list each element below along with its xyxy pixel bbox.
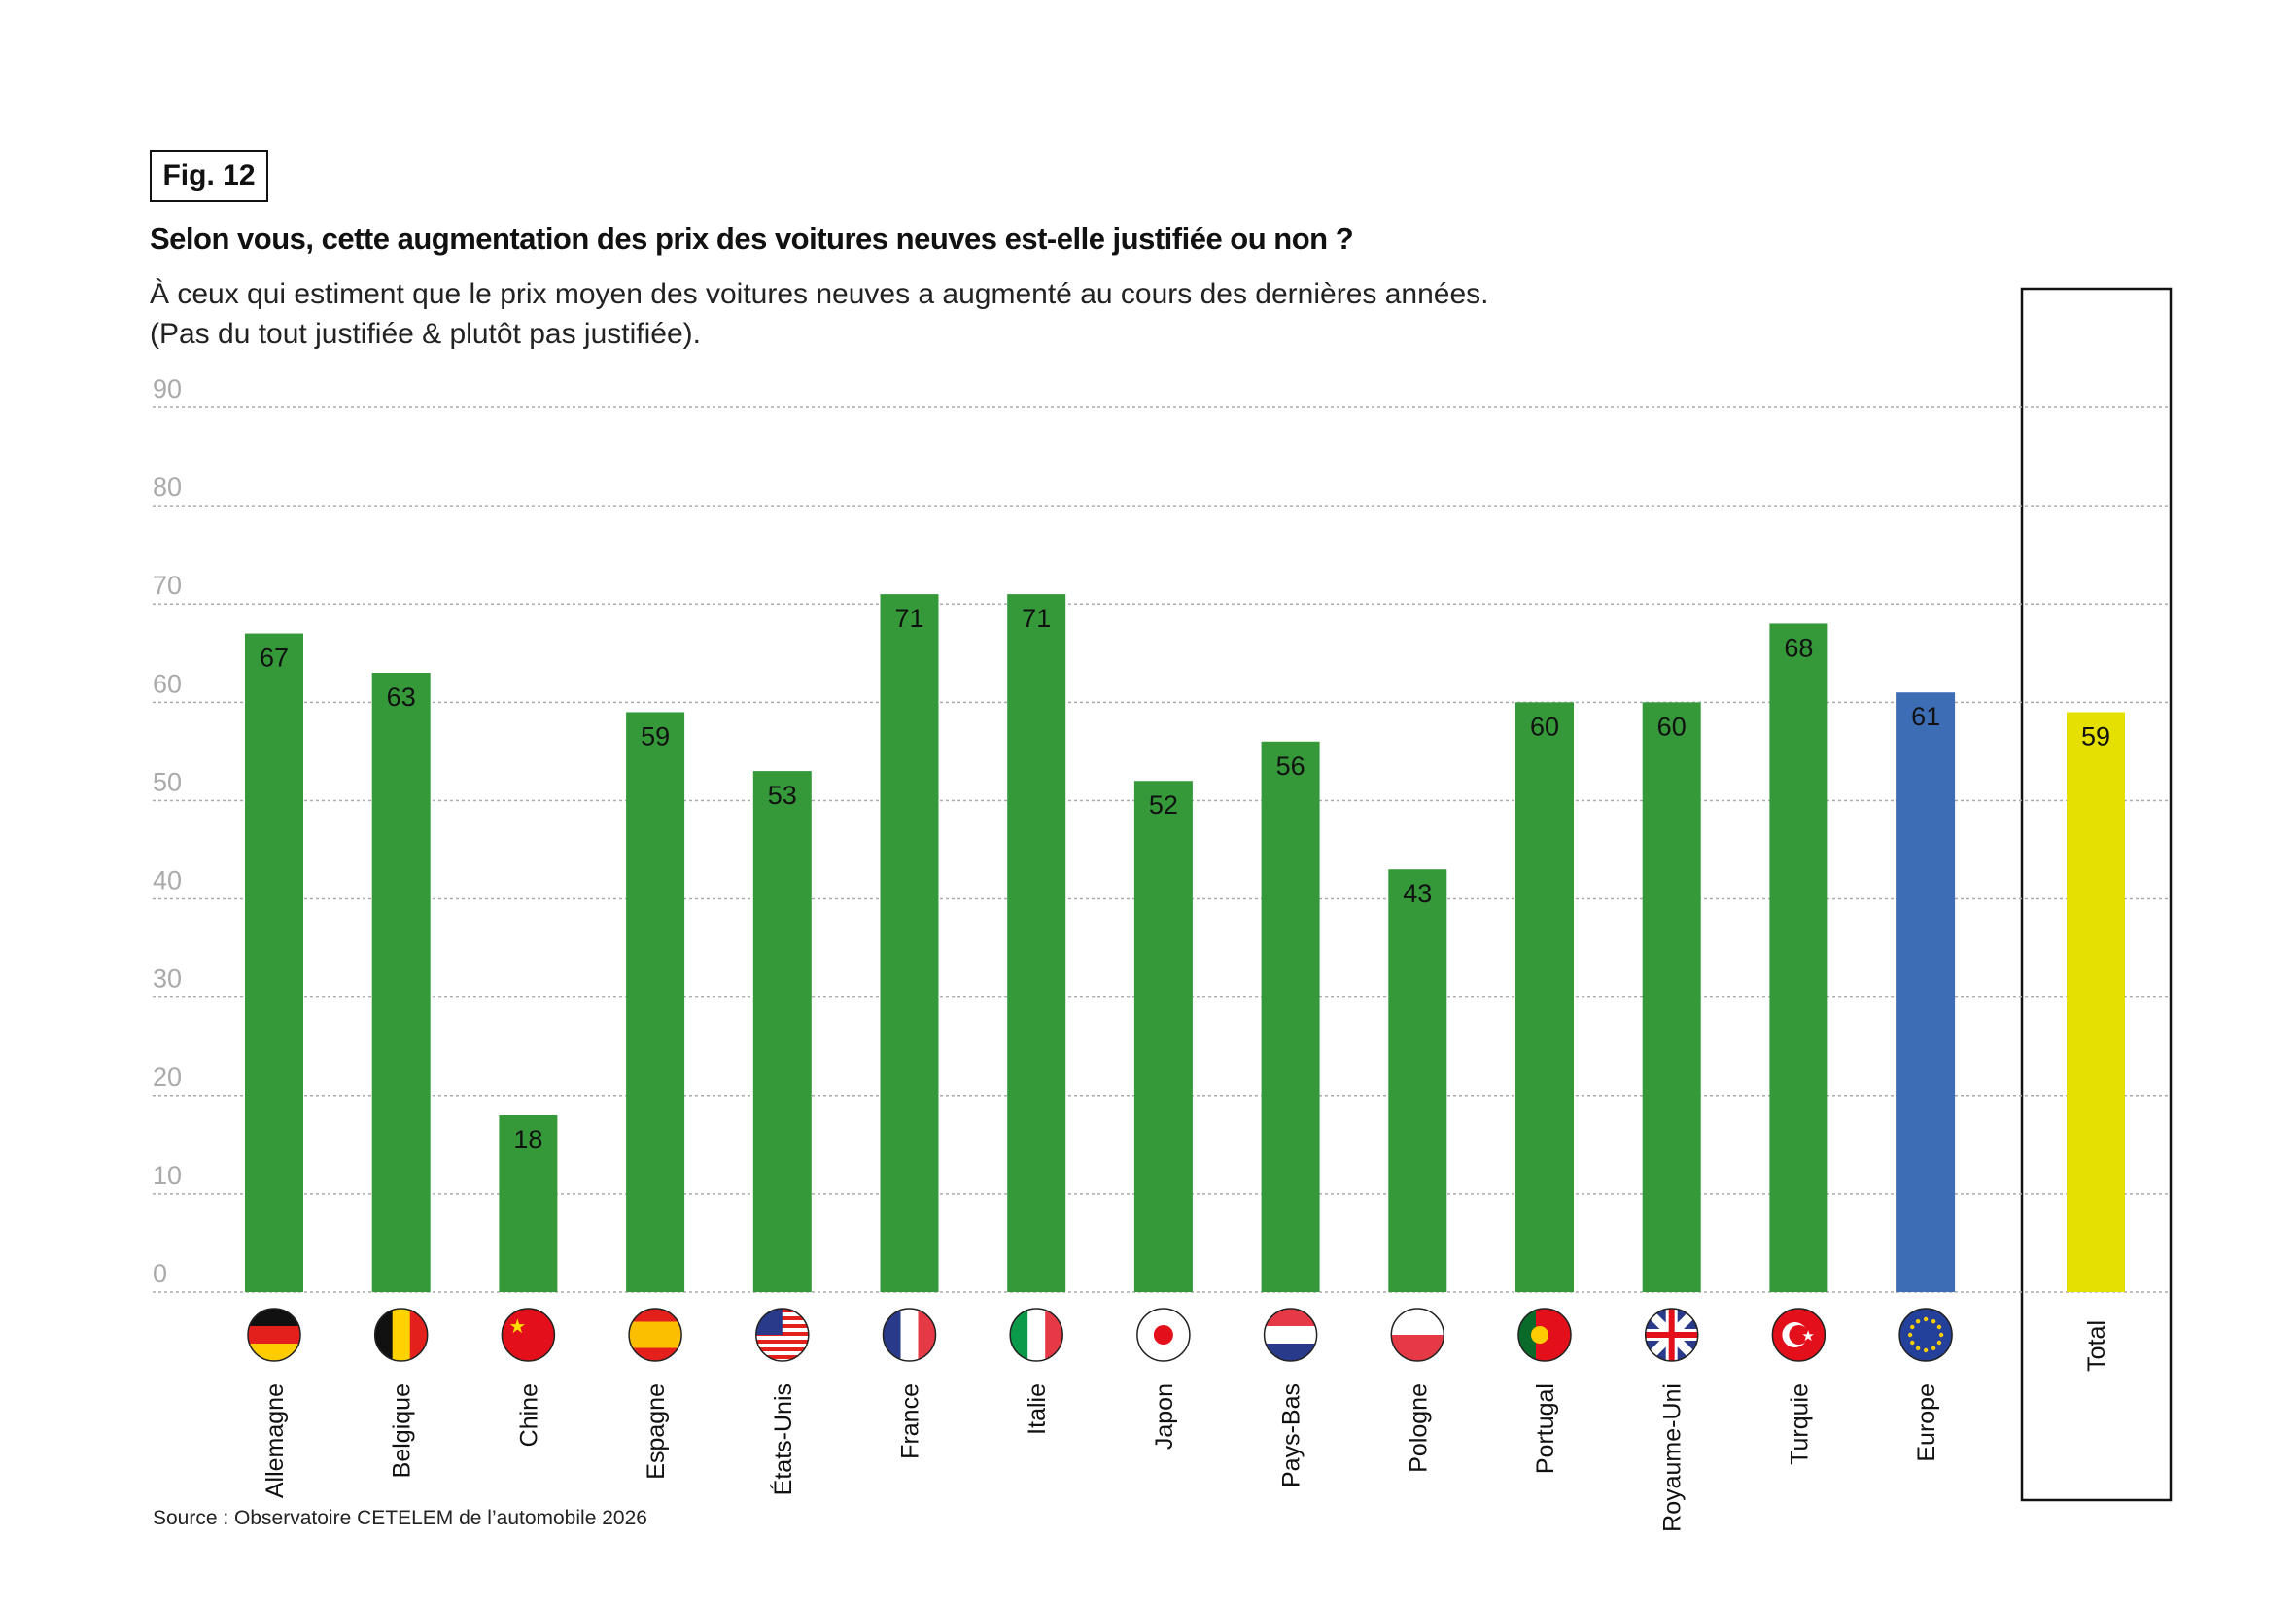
subtitle-line-1: À ceux qui estiment que le prix moyen de…: [150, 278, 1489, 310]
data-label: 18: [513, 1125, 542, 1154]
y-tick-label: 40: [153, 866, 182, 895]
de-flag-icon: [248, 1309, 300, 1361]
data-label: 43: [1403, 879, 1432, 908]
source-note: Source : Observatoire CETELEM de l’autom…: [153, 1507, 647, 1529]
bar-france: [880, 594, 939, 1292]
data-label: 56: [1276, 752, 1305, 781]
data-label: 60: [1530, 712, 1559, 741]
bar-italie: [1007, 594, 1066, 1292]
flag-outline: [373, 1308, 429, 1362]
pt-flag-icon: [1518, 1309, 1571, 1361]
bar-portugal: [1515, 702, 1574, 1292]
y-tick-label: 0: [153, 1259, 167, 1288]
cn-flag-icon: ★: [502, 1309, 555, 1361]
svg-text:★: ★: [508, 1316, 526, 1338]
total-box: [2020, 287, 2173, 1502]
bar-total: [2067, 712, 2125, 1292]
category-label: Italie: [1024, 1383, 1051, 1435]
bar-royaume-uni: [1642, 702, 1701, 1292]
it-flag-icon: [1010, 1309, 1063, 1361]
y-tick-label: 80: [153, 472, 182, 502]
data-label: 68: [1784, 633, 1813, 662]
category-label: Pologne: [1405, 1383, 1432, 1473]
category-label: Chine: [515, 1383, 542, 1447]
category-label: France: [897, 1383, 924, 1459]
bar-pologne: [1388, 869, 1447, 1292]
chart-subtitle: À ceux qui estiment que le prix moyen de…: [150, 274, 1488, 354]
category-label: Espagne: [643, 1383, 670, 1480]
bar-allemagne: [245, 633, 303, 1292]
be-flag-icon: [374, 1309, 428, 1361]
data-label: 60: [1657, 712, 1687, 741]
bar-japon: [1133, 781, 1193, 1292]
flag-outline: [755, 1308, 810, 1362]
fr-flag-icon: [883, 1309, 936, 1361]
category-label: Pays-Bas: [1278, 1383, 1305, 1487]
category-label: Japon: [1151, 1383, 1178, 1450]
category-label: États-Unis: [769, 1383, 797, 1495]
gb-flag-icon: [1645, 1309, 1698, 1361]
category-label: Portugal: [1532, 1383, 1559, 1474]
category-label: Belgique: [389, 1383, 416, 1478]
bar-belgique: [371, 673, 431, 1292]
y-tick-label: 10: [153, 1161, 182, 1190]
flag-outline: [882, 1308, 937, 1362]
bar-états-unis: [752, 771, 812, 1292]
y-tick-label: 60: [153, 669, 182, 698]
bar-espagne: [626, 712, 685, 1292]
data-label: 59: [2081, 721, 2110, 751]
flag-outline: [1263, 1308, 1318, 1362]
y-tick-label: 70: [153, 571, 182, 600]
flag-outline: [501, 1308, 556, 1362]
flag-outline: [1390, 1308, 1445, 1362]
bar-pays-bas: [1261, 741, 1320, 1292]
data-label: 53: [768, 781, 797, 810]
chart-title: Selon vous, cette augmentation des prix …: [150, 222, 1354, 256]
y-tick-label: 50: [153, 767, 182, 796]
tr-flag-icon: ★: [1772, 1309, 1826, 1361]
data-label: 59: [641, 721, 670, 751]
flag-outline: [1644, 1308, 1699, 1362]
category-label: Europe: [1913, 1383, 1940, 1462]
eu-flag-icon: [1899, 1309, 1953, 1361]
flag-outline: [628, 1308, 682, 1362]
data-label: 52: [1149, 790, 1178, 820]
category-label: Allemagne: [261, 1383, 289, 1498]
flag-outline: [1771, 1308, 1826, 1362]
data-label: 63: [387, 682, 416, 712]
y-tick-label: 20: [153, 1063, 182, 1092]
data-label: 61: [1911, 702, 1940, 731]
bar-turquie: [1769, 623, 1828, 1292]
subtitle-line-2: (Pas du tout justifiée & plutôt pas just…: [150, 318, 701, 350]
flag-outline: [1136, 1308, 1191, 1362]
category-label: Turquie: [1786, 1383, 1813, 1465]
flag-outline: [247, 1308, 301, 1362]
flag-outline: [1517, 1308, 1572, 1362]
y-tick-label: 90: [153, 374, 182, 403]
data-label: 71: [894, 604, 923, 633]
nl-flag-icon: [1264, 1309, 1317, 1361]
jp-flag-icon: [1136, 1309, 1190, 1361]
bar-chine: [499, 1115, 558, 1292]
data-label: 67: [260, 644, 289, 673]
data-label: 71: [1022, 604, 1051, 633]
bar-europe: [1896, 692, 1956, 1292]
y-tick-label: 30: [153, 964, 182, 994]
flag-outline: [1009, 1308, 1063, 1362]
category-label: Total: [2083, 1320, 2110, 1372]
flag-outline: [1898, 1308, 1953, 1362]
figure-label: Fig. 12: [150, 150, 268, 202]
svg-text:★: ★: [1801, 1328, 1814, 1345]
category-label: Royaume-Uni: [1659, 1383, 1687, 1532]
